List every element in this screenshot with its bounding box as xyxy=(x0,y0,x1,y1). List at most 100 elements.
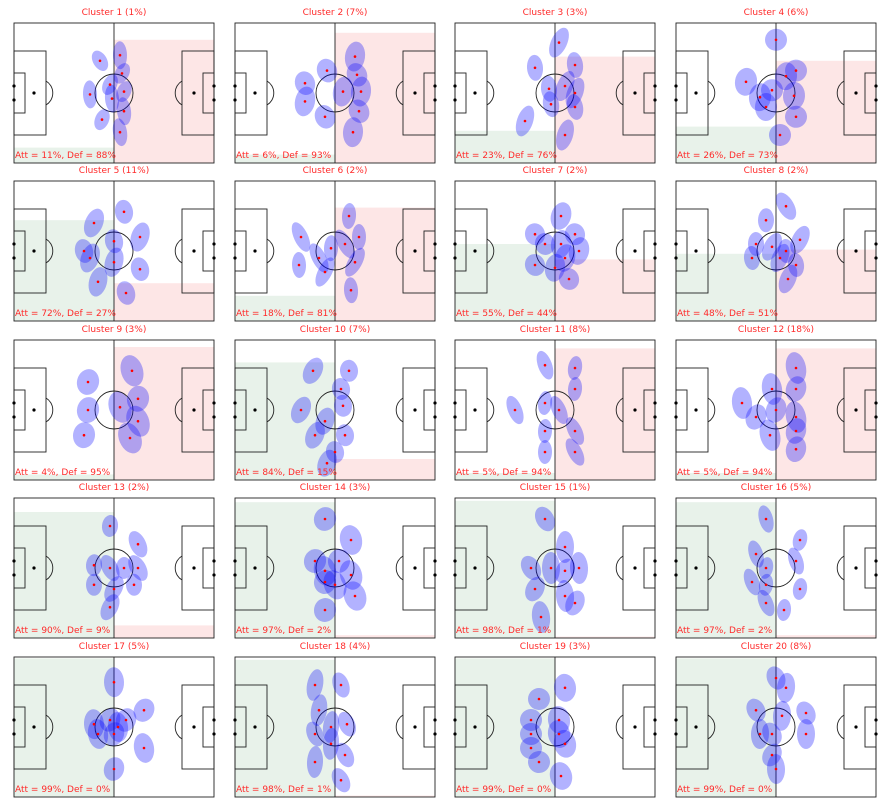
pitch-marker xyxy=(653,242,657,246)
pitch-marker xyxy=(433,732,437,736)
player-point xyxy=(563,545,567,549)
player-point xyxy=(108,718,112,722)
pitch-marker xyxy=(32,91,36,95)
pitch-marker xyxy=(674,718,678,722)
player-point xyxy=(573,429,577,433)
player-point xyxy=(804,711,808,715)
pitch-marker xyxy=(874,732,878,736)
cluster-panel: Cluster 3 (3%) Att = 23%, Def = 76% xyxy=(453,8,657,164)
pitch-plot xyxy=(12,22,216,164)
player-point xyxy=(130,369,134,373)
pitch-marker xyxy=(453,98,457,102)
pitch-marker xyxy=(694,566,698,570)
pitch-plot xyxy=(453,339,657,481)
cluster-panel: Cluster 4 (6%) Att = 26%, Def = 73% xyxy=(674,8,878,164)
pitch-marker xyxy=(874,98,878,102)
pitch-marker xyxy=(633,91,637,95)
pitch-marker xyxy=(653,732,657,736)
player-point xyxy=(533,66,537,70)
player-point xyxy=(770,245,774,249)
cluster-panel: Cluster 5 (11%) Att = 72%, Def = 27% xyxy=(12,166,216,322)
player-point xyxy=(343,433,347,437)
attack-share-bar xyxy=(235,659,335,797)
pitch-marker xyxy=(473,91,477,95)
cluster-title: Cluster 17 (5%) xyxy=(78,642,150,652)
pitch-marker xyxy=(674,573,678,577)
att-def-stats: Att = 26%, Def = 73% xyxy=(677,151,778,161)
cluster-title: Cluster 12 (18%) xyxy=(737,325,815,335)
player-point xyxy=(557,732,561,736)
pitch-marker xyxy=(453,718,457,722)
attack-share-bar xyxy=(455,500,555,638)
pitch-marker xyxy=(433,242,437,246)
player-point xyxy=(547,87,551,91)
pitch-marker xyxy=(633,408,637,412)
pitch-lines xyxy=(13,497,215,639)
pitch-plot xyxy=(453,656,657,798)
player-point xyxy=(323,580,327,584)
pitch-marker xyxy=(233,84,237,88)
player-point xyxy=(313,433,317,437)
pitch-marker xyxy=(694,91,698,95)
cluster-title: Cluster 19 (3%) xyxy=(519,642,591,652)
player-point xyxy=(333,583,337,587)
player-point xyxy=(303,100,307,103)
player-point xyxy=(758,732,762,736)
player-point xyxy=(299,235,303,239)
pitch-marker xyxy=(32,249,36,253)
attack-share-bar xyxy=(676,473,776,480)
cluster-panel: Cluster 18 (4%) Att = 98%, Def = 1% xyxy=(233,642,437,798)
player-point xyxy=(122,109,126,113)
pitch-plot xyxy=(674,497,878,639)
player-point xyxy=(138,267,142,271)
pitch-marker xyxy=(212,415,216,419)
player-point xyxy=(92,563,96,567)
player-point xyxy=(297,263,301,267)
pitch-plot xyxy=(453,22,657,164)
pitch-marker xyxy=(12,559,16,563)
player-point xyxy=(533,263,537,267)
pitch-marker xyxy=(854,566,858,570)
defence-share-bar xyxy=(335,207,435,321)
pitch-marker xyxy=(12,718,16,722)
player-point xyxy=(112,680,116,684)
player-point xyxy=(754,708,758,712)
defence-share-bar xyxy=(555,348,655,480)
defence-share-bar xyxy=(114,625,214,638)
pitch-marker xyxy=(473,566,477,570)
pitch-marker xyxy=(433,718,437,722)
att-def-stats: Att = 5%, Def = 94% xyxy=(456,468,552,478)
cluster-title: Cluster 20 (8%) xyxy=(740,642,812,652)
pitch-lines xyxy=(675,656,877,798)
pitch-marker xyxy=(12,256,16,260)
player-point xyxy=(573,63,577,67)
player-point xyxy=(313,732,317,736)
pitch-marker xyxy=(433,256,437,260)
player-point xyxy=(96,732,100,736)
player-point xyxy=(108,524,112,528)
player-point xyxy=(357,235,361,239)
cluster-title: Cluster 11 (8%) xyxy=(519,325,591,335)
pitch-marker xyxy=(874,84,878,88)
pitch-marker xyxy=(12,732,16,736)
player-point xyxy=(563,742,567,746)
att-def-stats: Att = 23%, Def = 76% xyxy=(456,151,557,161)
player-point xyxy=(132,583,136,587)
player-point xyxy=(323,115,327,119)
player-point xyxy=(118,405,122,409)
player-point xyxy=(303,81,307,85)
pitch-marker xyxy=(413,408,417,412)
pitch-marker xyxy=(413,725,417,729)
cluster-panel: Cluster 1 (1%) Att = 11%, Def = 88% xyxy=(12,8,216,164)
pitch-marker xyxy=(233,718,237,722)
pitch-marker xyxy=(212,98,216,102)
cluster-title: Cluster 1 (1%) xyxy=(81,8,147,18)
player-point xyxy=(313,559,317,563)
defence-share-bar xyxy=(114,283,214,321)
att-def-stats: Att = 6%, Def = 93% xyxy=(236,151,332,161)
player-point xyxy=(543,517,547,521)
player-point xyxy=(774,676,778,680)
player-point xyxy=(794,115,798,119)
att-def-stats: Att = 99%, Def = 0% xyxy=(15,785,111,795)
player-point xyxy=(577,566,581,570)
